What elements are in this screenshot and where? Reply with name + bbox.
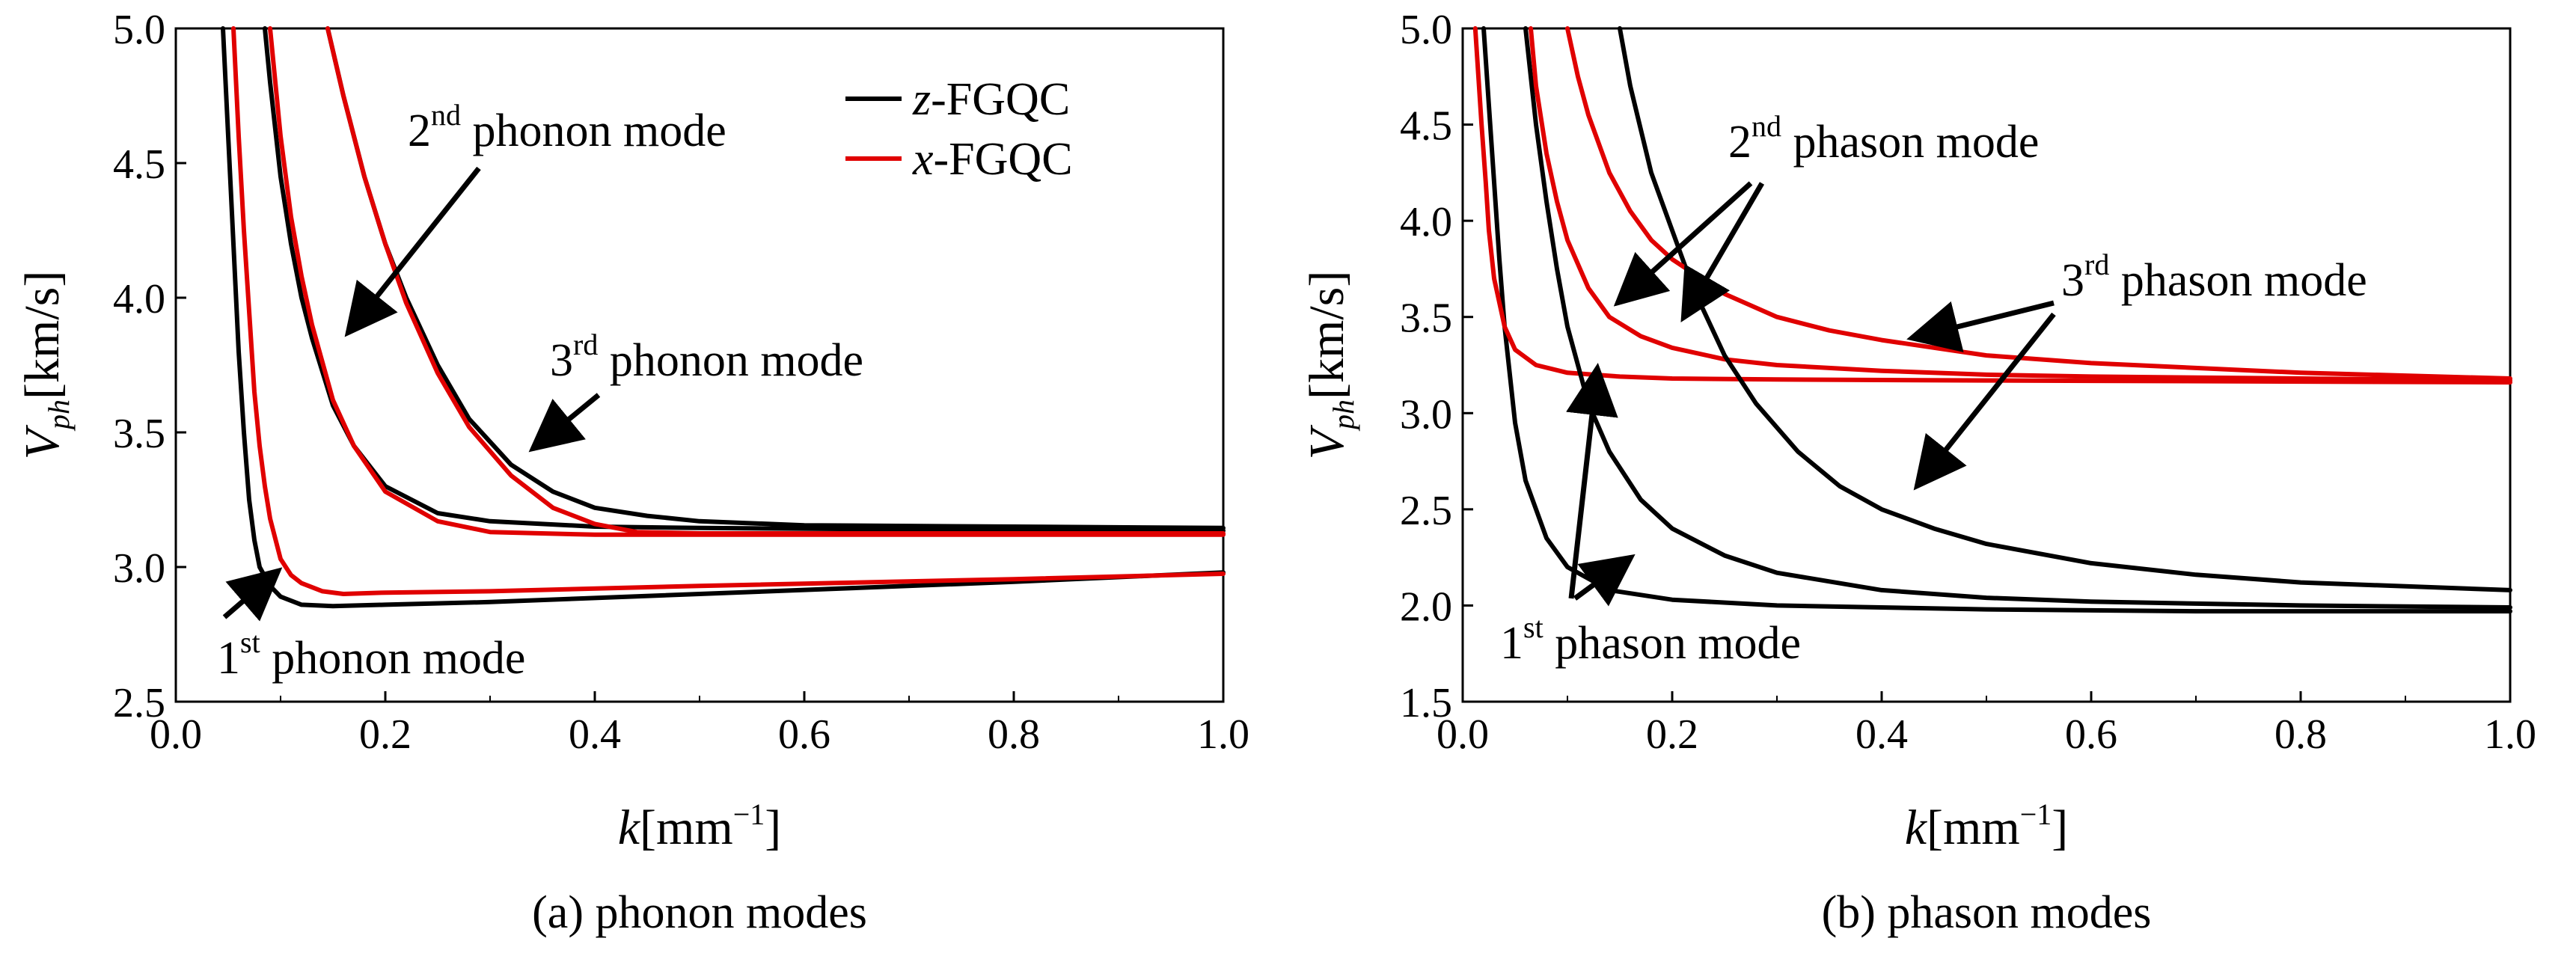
y-tick-label-b-4: 3.5 — [1400, 295, 1452, 342]
annot-a-2nd-phonon: 2nd phonon mode — [408, 98, 726, 156]
y-tick-label-b-5: 4.0 — [1400, 199, 1452, 245]
annot-a-1st-phonon: 1st phonon mode — [217, 625, 525, 684]
x-tick-label-b-5: 1.0 — [2484, 711, 2536, 758]
annot-b-3rd-phason: 3rd phason mode — [2061, 248, 2367, 306]
y-tick-label-a-2: 3.5 — [113, 411, 165, 457]
panel-b-xlabel: k[mm−1] — [1905, 797, 2069, 855]
x-tick-label-a-3: 0.6 — [778, 711, 830, 758]
arrow-b-2nd-right — [1680, 182, 1765, 323]
x-tick-label-b-4: 0.8 — [2274, 711, 2327, 758]
panel-b-series — [1472, 26, 2512, 614]
y-tick-label-a-4: 4.5 — [113, 141, 165, 188]
x-tick-label-a-2: 0.4 — [569, 711, 621, 758]
y-tick-label-b-6: 4.5 — [1400, 103, 1452, 150]
panel-a-ticks: 0.0 0.2 0.4 0.6 0.8 1.0 2.5 3.0 3.5 4.0 4.5 5.0 — [113, 7, 1249, 758]
panel-a-caption: (a) phonon modes — [532, 887, 867, 938]
arrow-b-1st-up — [1566, 363, 1618, 599]
x-tick-label-a-1: 0.2 — [359, 711, 412, 758]
panel-b-caption: (b) phason modes — [1822, 887, 2152, 938]
y-tick-label-b-1: 2.0 — [1400, 583, 1452, 630]
arrow-b-2nd-left — [1613, 181, 1753, 307]
x-tick-label-a-5: 1.0 — [1197, 711, 1249, 758]
arrow-b-3rd-lower — [1913, 312, 2056, 491]
annot-a-3rd-phonon: 3rd phonon mode — [550, 328, 863, 386]
arrow-b-3rd-upper — [1906, 300, 2055, 352]
y-tick-label-b-0: 1.5 — [1400, 680, 1452, 726]
panel-a: 0.0 0.2 0.4 0.6 0.8 1.0 2.5 3.0 3.5 4.0 4.5 5.0 Vph… — [15, 7, 1249, 938]
y-tick-label-a-5: 5.0 — [113, 7, 165, 53]
series-b-0 — [1481, 26, 2512, 614]
series-b-2 — [1523, 26, 2512, 610]
series-b-3 — [1529, 26, 2512, 383]
legend-label-z: z-FGQC — [912, 74, 1070, 125]
series-a-3 — [268, 26, 1226, 537]
panel-a-ylabel: Vph[km/s] — [15, 271, 76, 460]
x-tick-label-b-2: 0.4 — [1855, 711, 1908, 758]
y-tick-label-a-0: 2.5 — [113, 680, 165, 726]
panel-b-ticks: 0.0 0.2 0.4 0.6 0.8 1.0 1.5 2.0 2.5 3.0 3.5 4.0 4.5 5… — [1400, 7, 2536, 758]
legend: z-FGQC x-FGQC — [845, 74, 1073, 185]
series-a-4 — [325, 26, 1226, 530]
y-tick-label-a-3: 4.0 — [113, 276, 165, 322]
series-a-2 — [263, 26, 1226, 533]
panel-a-series — [221, 26, 1226, 609]
panel-b: 0.0 0.2 0.4 0.6 0.8 1.0 1.5 2.0 2.5 3.0 3.5 4.0 4.5 5… — [1300, 7, 2536, 938]
series-a-5 — [325, 26, 1226, 536]
x-tick-label-a-4: 0.8 — [988, 711, 1040, 758]
y-tick-label-b-2: 2.5 — [1400, 488, 1452, 534]
arrow-a-1st — [222, 567, 283, 622]
y-tick-label-b-7: 5.0 — [1400, 7, 1452, 53]
x-tick-label-b-1: 0.2 — [1646, 711, 1698, 758]
annot-b-2nd-phason: 2nd phason mode — [1728, 109, 2039, 168]
series-a-1 — [231, 26, 1226, 596]
series-b-4 — [1618, 26, 2512, 592]
annot-b-1st-phason: 1st phason mode — [1500, 610, 1801, 669]
panel-b-ylabel: Vph[km/s] — [1300, 271, 1360, 460]
y-tick-label-b-3: 3.0 — [1400, 391, 1452, 438]
arrow-a-2nd — [344, 166, 481, 337]
arrow-a-3rd — [528, 393, 601, 453]
legend-label-x: x-FGQC — [912, 134, 1073, 185]
y-tick-label-a-1: 3.0 — [113, 545, 165, 592]
x-tick-label-b-3: 0.6 — [2065, 711, 2117, 758]
x-tick-label-a-0: 0.0 — [150, 711, 202, 758]
panel-a-xlabel: k[mm−1] — [618, 797, 782, 855]
x-tick-label-b-0: 0.0 — [1437, 711, 1489, 758]
arrow-b-1st-right — [1573, 554, 1636, 607]
